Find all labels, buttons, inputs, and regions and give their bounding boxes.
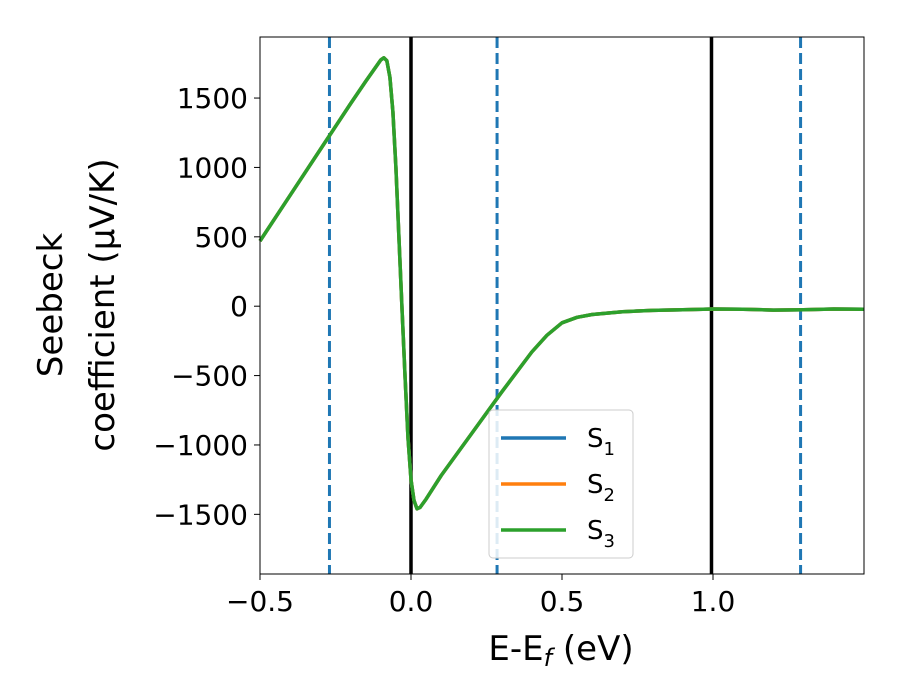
- y-axis-title-line2: coefficient (μV/K): [83, 158, 123, 451]
- y-tick-label: 1500: [177, 82, 248, 115]
- x-axis-title: E-Ef (eV): [488, 629, 633, 672]
- x-tick-label: 0.5: [540, 585, 585, 618]
- x-axis-ticks: −0.5 0.0 0.5 1.0: [226, 574, 735, 618]
- y-tick-label: −1500: [153, 498, 248, 531]
- y-tick-label: −1000: [153, 429, 248, 462]
- y-axis-title-line1: Seebeck: [31, 233, 71, 378]
- x-tick-label: 1.0: [691, 585, 736, 618]
- x-tick-label: −0.5: [226, 585, 294, 618]
- y-tick-label: 1000: [177, 151, 248, 184]
- y-tick-label: 500: [195, 221, 248, 254]
- y-tick-label: 0: [230, 290, 248, 323]
- series-lines: [258, 56, 865, 511]
- x-tick-label: 0.0: [389, 585, 434, 618]
- series-line-s3: [258, 56, 865, 511]
- y-tick-label: −500: [171, 360, 248, 393]
- y-axis-title: Seebeck coefficient (μV/K): [31, 158, 123, 451]
- y-axis-ticks: 1500 1000 500 0 −500 −1000 −1500: [153, 82, 260, 531]
